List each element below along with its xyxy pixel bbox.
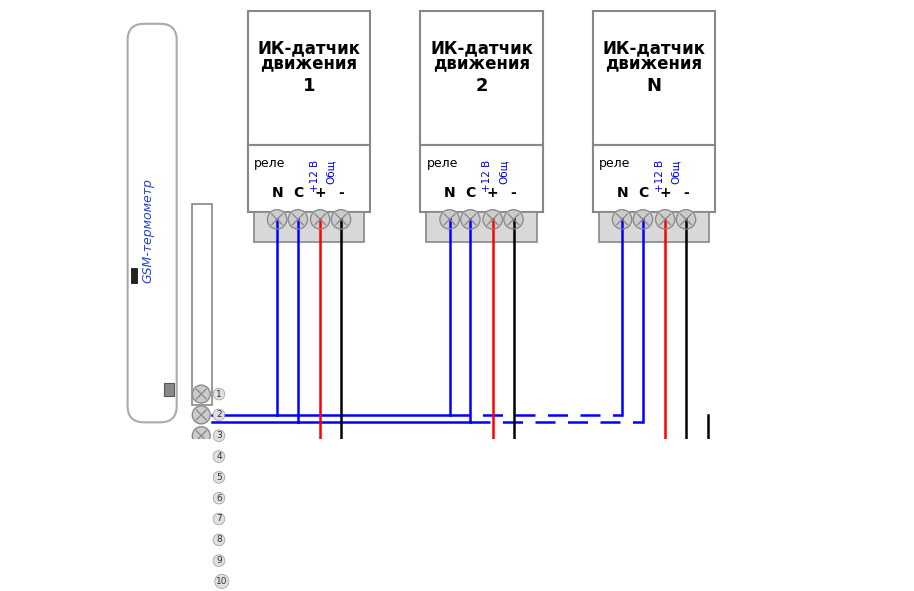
Circle shape xyxy=(192,385,210,403)
Bar xyxy=(164,383,175,397)
Text: реле: реле xyxy=(600,157,631,170)
Bar xyxy=(192,204,212,405)
Circle shape xyxy=(192,447,210,466)
Bar xyxy=(592,11,716,145)
Circle shape xyxy=(192,531,210,548)
Text: 6: 6 xyxy=(216,493,222,503)
Circle shape xyxy=(192,406,210,424)
Circle shape xyxy=(192,469,210,486)
Text: N: N xyxy=(271,186,282,200)
Circle shape xyxy=(332,210,351,229)
Text: +: + xyxy=(487,186,498,200)
Circle shape xyxy=(192,427,210,444)
Circle shape xyxy=(612,210,632,229)
Text: Общ: Общ xyxy=(498,160,508,184)
Text: N: N xyxy=(646,76,662,95)
Text: -: - xyxy=(683,186,689,200)
Text: +12 В: +12 В xyxy=(310,160,320,192)
Circle shape xyxy=(676,210,696,229)
Circle shape xyxy=(192,552,210,570)
Bar xyxy=(254,212,365,242)
Circle shape xyxy=(504,210,523,229)
Text: N: N xyxy=(444,186,455,200)
Text: 3: 3 xyxy=(216,431,222,440)
Text: +12 В: +12 В xyxy=(654,160,664,192)
Circle shape xyxy=(511,579,516,584)
Bar xyxy=(248,145,370,212)
Text: +: + xyxy=(314,186,326,200)
Bar xyxy=(420,11,543,145)
Text: C: C xyxy=(465,186,475,200)
Circle shape xyxy=(338,579,344,584)
Bar xyxy=(426,212,537,242)
Text: 7: 7 xyxy=(216,515,222,524)
Text: 2: 2 xyxy=(475,76,488,95)
Circle shape xyxy=(317,558,323,563)
Circle shape xyxy=(633,210,653,229)
Text: N: N xyxy=(616,186,628,200)
Circle shape xyxy=(440,210,459,229)
Bar xyxy=(420,145,543,212)
Circle shape xyxy=(311,210,330,229)
Text: реле: реле xyxy=(427,157,458,170)
Text: ИК-датчик: ИК-датчик xyxy=(430,40,533,57)
Text: C: C xyxy=(638,186,648,200)
Circle shape xyxy=(192,510,210,528)
Text: C: C xyxy=(292,186,303,200)
Text: -: - xyxy=(511,186,516,200)
Text: +: + xyxy=(659,186,671,200)
Text: 2: 2 xyxy=(216,410,222,420)
Text: 1: 1 xyxy=(303,76,315,95)
Circle shape xyxy=(288,210,307,229)
Text: ИК-датчик: ИК-датчик xyxy=(602,40,706,57)
Text: Общ: Общ xyxy=(671,160,681,184)
Text: движения: движения xyxy=(605,54,703,72)
Text: ИК-датчик: ИК-датчик xyxy=(258,40,360,57)
Bar xyxy=(592,145,716,212)
FancyBboxPatch shape xyxy=(128,24,176,423)
Circle shape xyxy=(655,210,675,229)
Bar xyxy=(599,212,709,242)
Text: -: - xyxy=(338,186,344,200)
Circle shape xyxy=(483,210,503,229)
Text: 1: 1 xyxy=(216,389,222,398)
Text: движения: движения xyxy=(260,54,357,72)
Text: реле: реле xyxy=(254,157,286,170)
Text: GSM-термометр: GSM-термометр xyxy=(142,178,155,283)
Text: 9: 9 xyxy=(216,556,222,565)
Text: Общ: Общ xyxy=(326,160,336,184)
Circle shape xyxy=(192,573,210,590)
Text: 10: 10 xyxy=(216,577,228,586)
Circle shape xyxy=(461,210,480,229)
Circle shape xyxy=(192,489,210,507)
Text: +12 В: +12 В xyxy=(482,160,492,192)
Bar xyxy=(248,11,370,145)
Text: 8: 8 xyxy=(216,535,222,544)
Text: 5: 5 xyxy=(216,473,222,482)
Circle shape xyxy=(490,558,495,563)
Text: 4: 4 xyxy=(216,452,222,461)
Bar xyxy=(132,268,136,282)
Text: движения: движения xyxy=(433,54,530,72)
Circle shape xyxy=(268,210,287,229)
